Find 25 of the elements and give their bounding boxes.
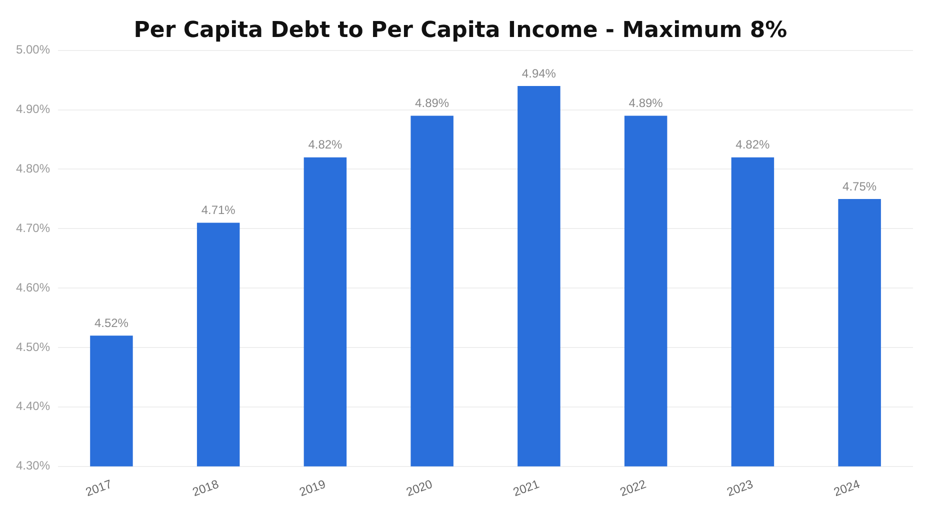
data-label: 4.52%	[94, 316, 129, 330]
x-tick-label: 2018	[190, 476, 221, 500]
y-tick-label: 4.30%	[16, 458, 50, 473]
x-tick-label: 2017	[84, 476, 114, 500]
data-label: 4.94%	[522, 66, 556, 80]
y-tick-label: 4.40%	[16, 399, 50, 414]
x-tick-label: 2019	[298, 476, 328, 500]
y-tick-label: 4.60%	[16, 280, 50, 294]
data-label: 4.89%	[628, 96, 664, 110]
y-tick-label: 4.70%	[16, 220, 50, 235]
x-tick-label: 2021	[511, 476, 542, 500]
x-tick-label: 2022	[618, 476, 648, 500]
y-tick-label: 4.80%	[16, 162, 50, 176]
data-label: 4.82%	[736, 138, 770, 152]
y-tick-label: 4.50%	[16, 340, 50, 354]
y-tick-label: 4.90%	[16, 102, 50, 116]
data-label: 4.89%	[415, 96, 450, 110]
data-label: 4.82%	[308, 138, 343, 152]
x-tick-label: 2023	[725, 476, 756, 500]
chart-title: Per Capita Debt to Per Capita Income - Maximum 8%	[134, 18, 788, 43]
x-tick-label: 2020	[404, 476, 435, 500]
x-tick-label: 2024	[832, 476, 862, 500]
y-tick-label: 5.00%	[16, 42, 50, 57]
data-label: 4.75%	[842, 179, 877, 194]
data-label: 4.71%	[201, 203, 236, 218]
